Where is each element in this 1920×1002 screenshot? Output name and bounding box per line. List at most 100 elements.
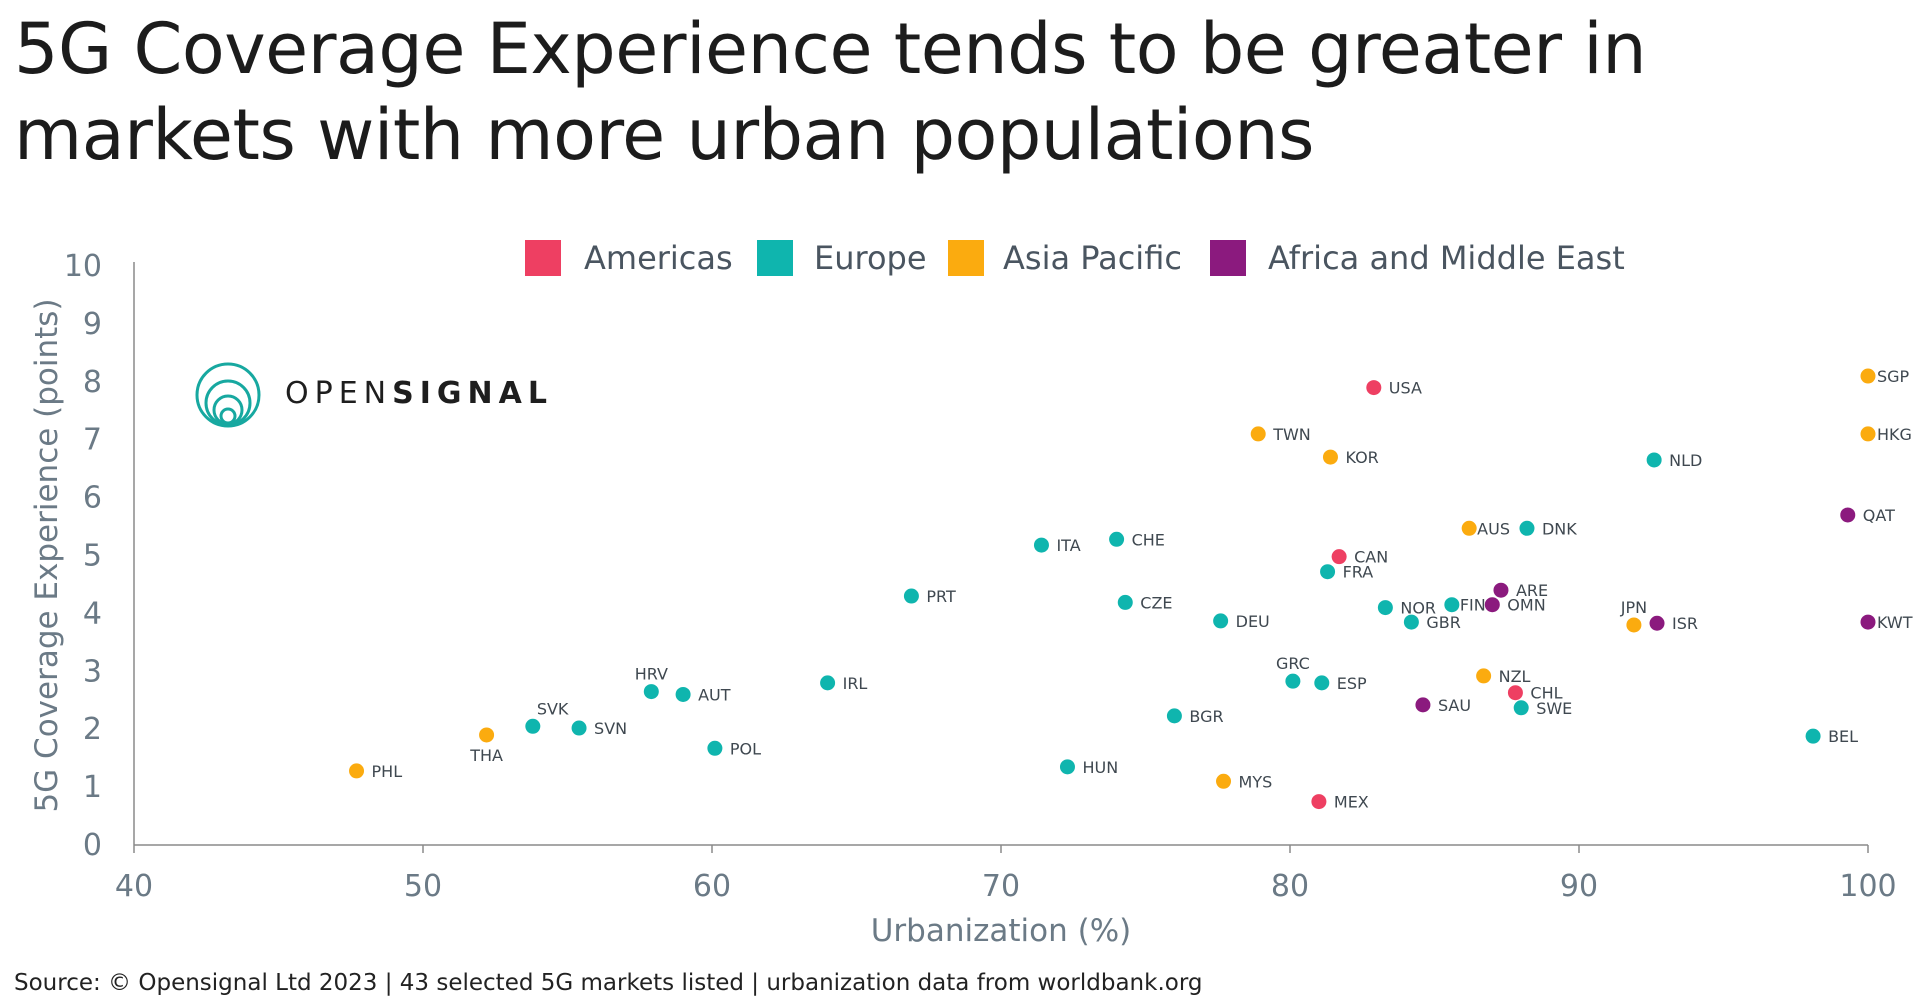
- point-label: CHE: [1132, 530, 1165, 549]
- opensignal-circles-icon: [195, 362, 261, 428]
- point-label: GBR: [1426, 613, 1461, 632]
- scatter-point: [1117, 594, 1133, 610]
- x-tick-label: 50: [404, 869, 442, 904]
- point-label: MEX: [1334, 793, 1369, 812]
- y-axis-title: 5G Coverage Experience (points): [29, 298, 65, 812]
- scatter-point: [1513, 700, 1529, 716]
- point-label: TWN: [1272, 425, 1311, 444]
- x-tick-label: 40: [115, 869, 153, 904]
- scatter-point: [1216, 773, 1232, 789]
- scatter-point: [1461, 520, 1477, 536]
- scatter-point: [1646, 452, 1662, 468]
- source-note: Source: © Opensignal Ltd 2023 | 43 selec…: [14, 970, 1203, 996]
- point-label: FIN: [1460, 596, 1486, 615]
- legend-swatch: [948, 240, 984, 276]
- point-label: AUT: [698, 685, 731, 704]
- point-label: SGP: [1877, 367, 1910, 386]
- scatter-point: [1322, 449, 1338, 465]
- point-label: CHL: [1530, 684, 1562, 703]
- scatter-point: [1166, 708, 1182, 724]
- point-label: PHL: [372, 762, 403, 781]
- point-label: PRT: [926, 587, 956, 606]
- point-label: THA: [469, 746, 503, 765]
- point-label: NOR: [1400, 599, 1436, 618]
- point-label: ESP: [1337, 674, 1367, 693]
- scatter-point: [1840, 507, 1856, 523]
- scatter-point: [1320, 564, 1336, 580]
- y-tick-label: 2: [83, 712, 102, 747]
- point-label: DNK: [1542, 519, 1577, 538]
- scatter-point: [675, 686, 691, 702]
- scatter-point: [1519, 520, 1535, 536]
- scatter-point: [1860, 426, 1876, 442]
- scatter-point: [1415, 697, 1431, 713]
- scatter-point: [1805, 728, 1821, 744]
- opensignal-logo: OPENSIGNAL: [195, 362, 595, 428]
- legend-swatch: [1210, 240, 1246, 276]
- scatter-point: [1493, 582, 1509, 598]
- scatter-point: [1626, 617, 1642, 633]
- scatter-point: [571, 720, 587, 736]
- point-label: JPN: [1620, 598, 1647, 617]
- scatter-point: [479, 727, 495, 743]
- point-label: MYS: [1239, 772, 1273, 791]
- point-label: NLD: [1669, 451, 1702, 470]
- point-label: CAN: [1354, 548, 1388, 567]
- scatter-point: [1377, 600, 1393, 616]
- logo-text-light: OPEN: [285, 376, 393, 411]
- point-label: SVK: [537, 699, 569, 718]
- point-label: ISR: [1672, 614, 1698, 633]
- legend-label: Asia Pacific: [1003, 239, 1182, 277]
- point-label: BGR: [1189, 707, 1223, 726]
- point-label: OMN: [1507, 596, 1545, 615]
- x-tick-label: 100: [1839, 869, 1896, 904]
- point-label: AUS: [1477, 519, 1510, 538]
- scatter-point: [1484, 597, 1500, 613]
- scatter-point: [1476, 668, 1492, 684]
- y-tick-label: 8: [83, 365, 102, 400]
- scatter-point: [1059, 759, 1075, 775]
- point-label: SAU: [1438, 696, 1471, 715]
- point-label: HKG: [1877, 425, 1912, 444]
- legend-label: Americas: [584, 239, 733, 277]
- chart-legend: Americas Europe Asia Pacific Africa and Mid…: [525, 239, 1625, 277]
- y-tick-label: 6: [83, 481, 102, 516]
- scatter-point: [1331, 549, 1347, 565]
- y-tick-label: 5: [83, 539, 102, 574]
- scatter-point: [820, 675, 836, 691]
- scatter-point: [1860, 368, 1876, 384]
- point-label: USA: [1389, 379, 1422, 398]
- y-tick-label: 1: [83, 770, 102, 805]
- y-tick-label: 0: [83, 828, 102, 863]
- legend-swatch: [525, 240, 561, 276]
- point-label: ITA: [1056, 536, 1080, 555]
- scatter-point: [903, 588, 919, 604]
- scatter-point: [1366, 380, 1382, 396]
- x-tick-label: 80: [1271, 869, 1309, 904]
- scatter-point: [1033, 537, 1049, 553]
- point-label: QAT: [1863, 506, 1895, 525]
- point-label: NZL: [1499, 667, 1531, 686]
- scatter-point: [1649, 615, 1665, 631]
- y-tick-label: 10: [64, 249, 102, 284]
- scatter-point: [1213, 613, 1229, 629]
- point-label: HRV: [635, 665, 668, 684]
- scatter-point: [1285, 673, 1301, 689]
- point-label: KOR: [1345, 448, 1378, 467]
- logo-text-bold: SIGNAL: [392, 376, 553, 411]
- scatter-point: [643, 684, 659, 700]
- scatter-point: [1444, 597, 1460, 613]
- y-tick-label: 9: [83, 307, 102, 342]
- point-label: SWE: [1536, 699, 1572, 718]
- scatter-point: [1109, 531, 1125, 547]
- point-label: SVN: [594, 719, 627, 738]
- y-tick-label: 7: [83, 423, 102, 458]
- scatter-chart: 0 1 2 3 4 5 6 7 8 9 10 40 50 60 70 80 90 100 Urbanization …: [29, 239, 1913, 949]
- chart-axes: 0 1 2 3 4 5 6 7 8 9 10 40 50 60 70 80 90 100 Urbanization …: [29, 249, 1897, 949]
- point-label: KWT: [1877, 613, 1913, 632]
- scatter-point: [1403, 614, 1419, 630]
- scatter-point: [1860, 614, 1876, 630]
- x-tick-label: 90: [1560, 869, 1598, 904]
- x-axis-title: Urbanization (%): [871, 913, 1132, 949]
